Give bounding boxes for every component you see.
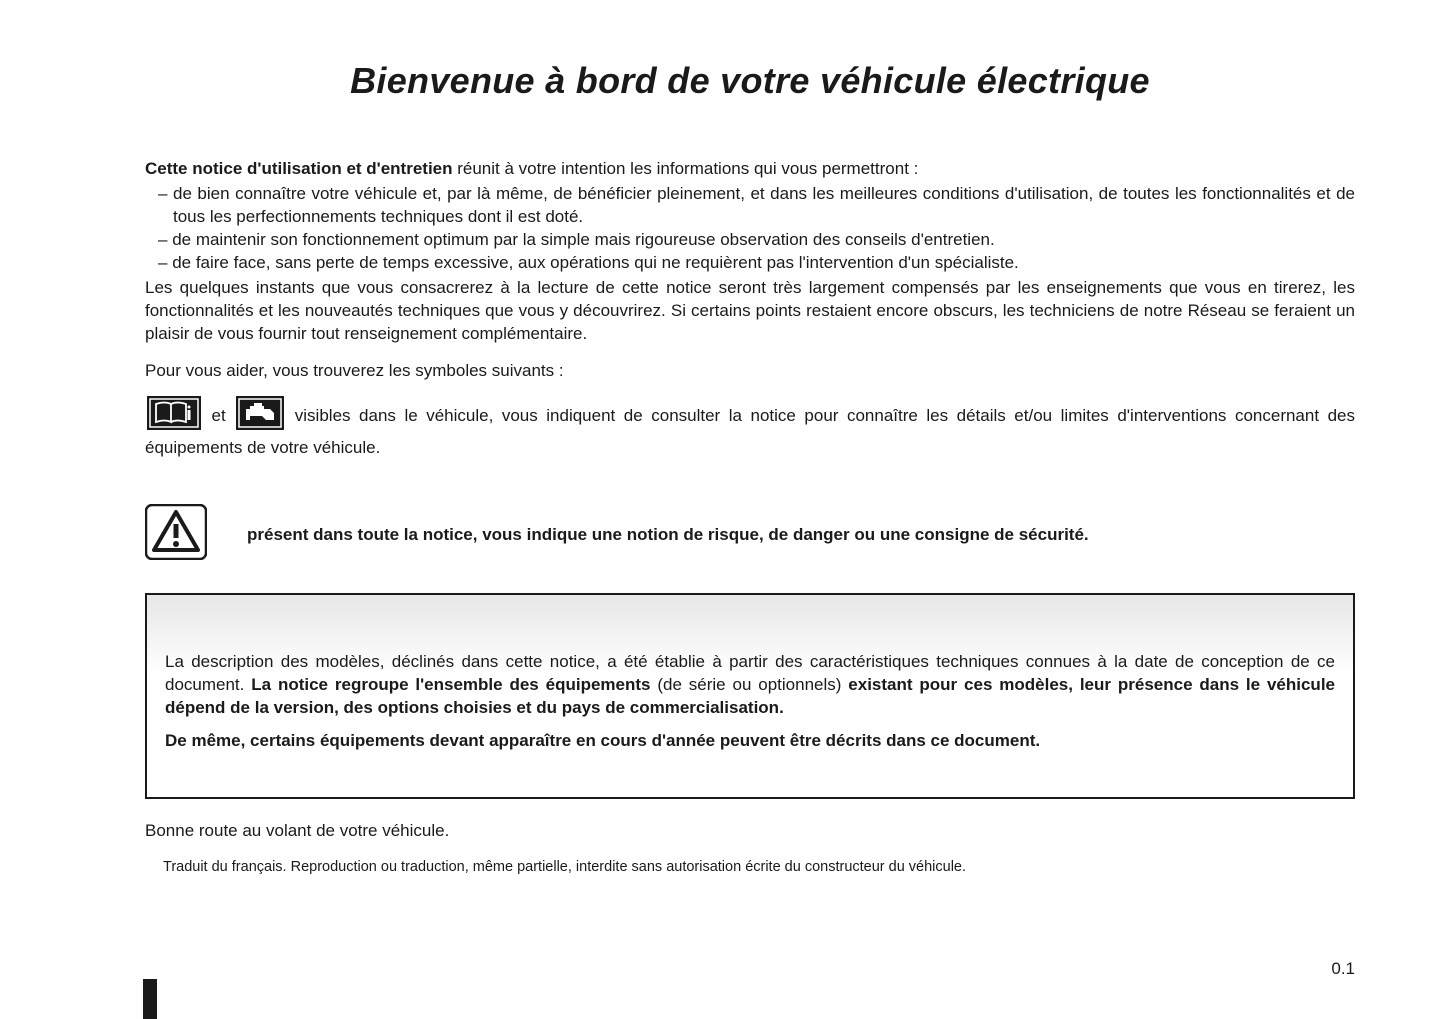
manual-page: Bienvenue à bord de votre véhicule élect… (0, 0, 1445, 915)
warning-row: présent dans toute la notice, vous indiq… (145, 504, 1355, 565)
list-item: de faire face, sans perte de temps exces… (145, 252, 1355, 275)
info-p1-b: (de série ou optionnels) (650, 675, 848, 694)
info-box: La description des modèles, déclinés dan… (145, 593, 1355, 799)
intro-lead-bold: Cette notice d'utilisation et d'entretie… (145, 159, 453, 178)
symbols-line: et visibles dans le véhicule, vous indiq… (145, 396, 1355, 460)
warning-triangle-icon (145, 504, 207, 565)
closing-text: Bonne route au volant de votre véhicule. (145, 821, 1355, 841)
info-box-p2: De même, certains équipements devant app… (165, 730, 1335, 753)
symbols-and: et (203, 406, 234, 425)
symbols-intro: Pour vous aider, vous trouverez les symb… (145, 360, 1355, 383)
list-item: de bien connaître votre véhicule et, par… (145, 183, 1355, 229)
legal-text: Traduit du français. Reproduction ou tra… (163, 859, 1355, 875)
intro-lead-rest: réunit à votre intention les information… (453, 159, 919, 178)
intro-follow: Les quelques instants que vous consacrer… (145, 277, 1355, 346)
intro-lead: Cette notice d'utilisation et d'entretie… (145, 158, 1355, 181)
page-number: 0.1 (1331, 959, 1355, 979)
warning-text: présent dans toute la notice, vous indiq… (247, 525, 1355, 545)
intro-bullets: de bien connaître votre véhicule et, par… (145, 183, 1355, 275)
corner-mark (143, 979, 157, 1019)
engine-icon (236, 396, 284, 437)
info-p1-bold-a: La notice regroupe l'ensemble des équipe… (251, 675, 650, 694)
info-box-p1: La description des modèles, déclinés dan… (165, 651, 1335, 720)
page-title: Bienvenue à bord de votre véhicule élect… (145, 60, 1355, 102)
book-info-icon (147, 396, 201, 437)
list-item: de maintenir son fonctionnement optimum … (145, 229, 1355, 252)
symbols-rest: visibles dans le véhicule, vous indiquen… (145, 406, 1355, 457)
